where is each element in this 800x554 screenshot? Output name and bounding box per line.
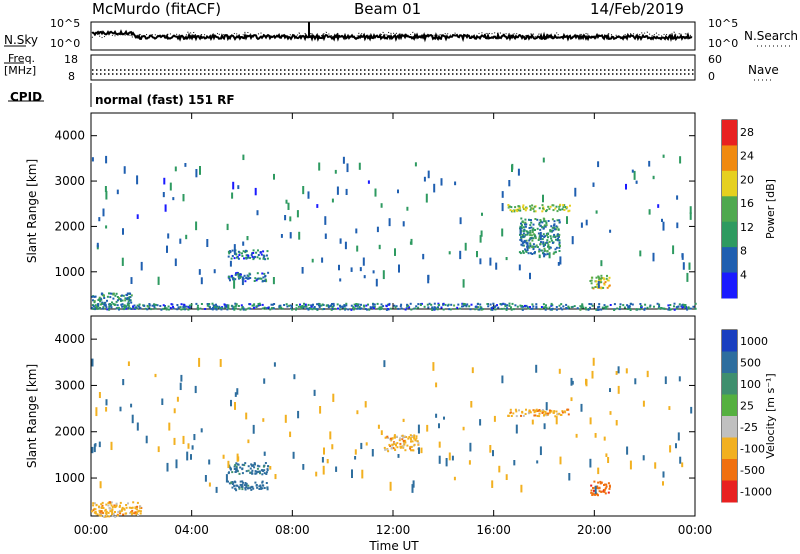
velocity-region-2: [507, 409, 570, 418]
velocity-colorbar-segment: [722, 459, 737, 481]
velocity-region-0: [228, 462, 269, 475]
velocity-ytick-label: 2000: [54, 425, 85, 439]
velocity-colorbar-segment: [722, 395, 737, 417]
power-colorbar-tick: 24: [740, 150, 754, 163]
power-region-4: [589, 275, 610, 290]
power-region-2: [507, 204, 571, 213]
power-ytick-label: 3000: [54, 174, 85, 188]
velocity-colorbar-tick: 100: [740, 378, 761, 391]
velocity-ytick-label: 3000: [54, 378, 85, 392]
power-region-5: [91, 292, 133, 310]
velocity-colorbar-segment: [722, 330, 737, 352]
power-colorbar-segment: [722, 196, 737, 222]
power-colorbar-segment: [722, 247, 737, 273]
power-colorbar-tick: 12: [740, 221, 754, 234]
power-region-6: [93, 303, 697, 311]
time-xtick-label: 20:00: [577, 523, 612, 537]
power-colorbar-tick: 8: [740, 245, 747, 258]
power-colorbar-segment: [722, 222, 737, 248]
power-colorbar-segment: [722, 145, 737, 171]
velocity-region-3: [384, 434, 420, 452]
velocity-colorbar-segment: [722, 481, 737, 503]
power-colorbar-label: Power [dB]: [764, 179, 777, 239]
velocity-ytick-label: 4000: [54, 332, 85, 346]
power-colorbar-segment: [722, 273, 737, 299]
velocity-colorbar-tick: 500: [740, 356, 761, 369]
time-xtick-label: 08:00: [275, 523, 310, 537]
velocity-ylabel: Slant Range [km]: [25, 364, 39, 468]
power-colorbar-tick: 20: [740, 173, 754, 186]
velocity-region-4: [590, 481, 611, 497]
velocity-region-1: [227, 480, 269, 491]
power-ytick-label: 2000: [54, 219, 85, 233]
time-xtick-label: 16:00: [476, 523, 511, 537]
time-xtick-label: 00:00: [678, 523, 713, 537]
velocity-colorbar-segment: [722, 416, 737, 438]
noise-sky-trace: [92, 32, 692, 39]
time-xtick-label: 00:00: [74, 523, 109, 537]
velocity-sparse-scatter: [91, 358, 692, 494]
time-xtick-label: 04:00: [174, 523, 209, 537]
velocity-colorbar-tick: -100: [740, 442, 765, 455]
velocity-colorbar-segment: [722, 373, 737, 395]
power-ylabel: Slant Range [km]: [25, 159, 39, 263]
power-colorbar-tick: 4: [740, 268, 747, 281]
velocity-colorbar-tick: 25: [740, 399, 754, 412]
power-colorbar-tick: 28: [740, 126, 754, 139]
power-ytick-label: 4000: [54, 129, 85, 143]
velocity-ytick-label: 1000: [54, 471, 85, 485]
power-sparse-scatter: [92, 155, 692, 289]
velocity-colorbar-label: Velocity [m s⁻¹]: [764, 373, 777, 458]
velocity-colorbar-tick: -1000: [740, 485, 772, 498]
velocity-region-5: [91, 501, 142, 518]
velocity-colorbar-segment: [722, 352, 737, 374]
power-ytick-label: 1000: [54, 265, 85, 279]
power-colorbar-segment: [722, 120, 737, 146]
velocity-colorbar-tick: 1000: [740, 335, 768, 348]
time-xtick-label: 12:00: [376, 523, 411, 537]
velocity-colorbar-segment: [722, 438, 737, 460]
velocity-colorbar-tick: -25: [740, 421, 758, 434]
velocity-colorbar-tick: -500: [740, 464, 765, 477]
freq-panel-frame: [91, 55, 695, 80]
time-xlabel: Time UT: [368, 539, 419, 553]
power-colorbar-tick: 16: [740, 197, 754, 210]
power-colorbar-segment: [722, 171, 737, 197]
